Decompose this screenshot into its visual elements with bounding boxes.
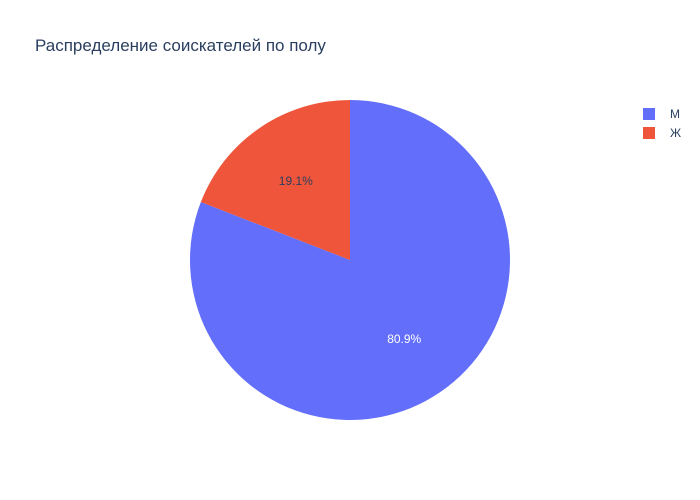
legend-label: М: [670, 107, 680, 121]
legend-item-Ж[interactable]: Ж: [643, 126, 681, 140]
legend: МЖ: [643, 107, 681, 140]
slice-label-Ж: 19.1%: [279, 174, 313, 188]
pie-slice-Ж[interactable]: [200, 100, 350, 260]
legend-swatch: [643, 108, 655, 120]
pie-slices: [190, 100, 511, 420]
legend-item-М[interactable]: М: [643, 107, 680, 121]
chart-title: Распределение соискателей по полу: [35, 36, 326, 55]
legend-swatch: [643, 127, 655, 139]
legend-label: Ж: [670, 126, 681, 140]
pie-slice-labels: 80.9% 19.1%: [279, 174, 422, 346]
slice-label-М: 80.9%: [387, 332, 421, 346]
